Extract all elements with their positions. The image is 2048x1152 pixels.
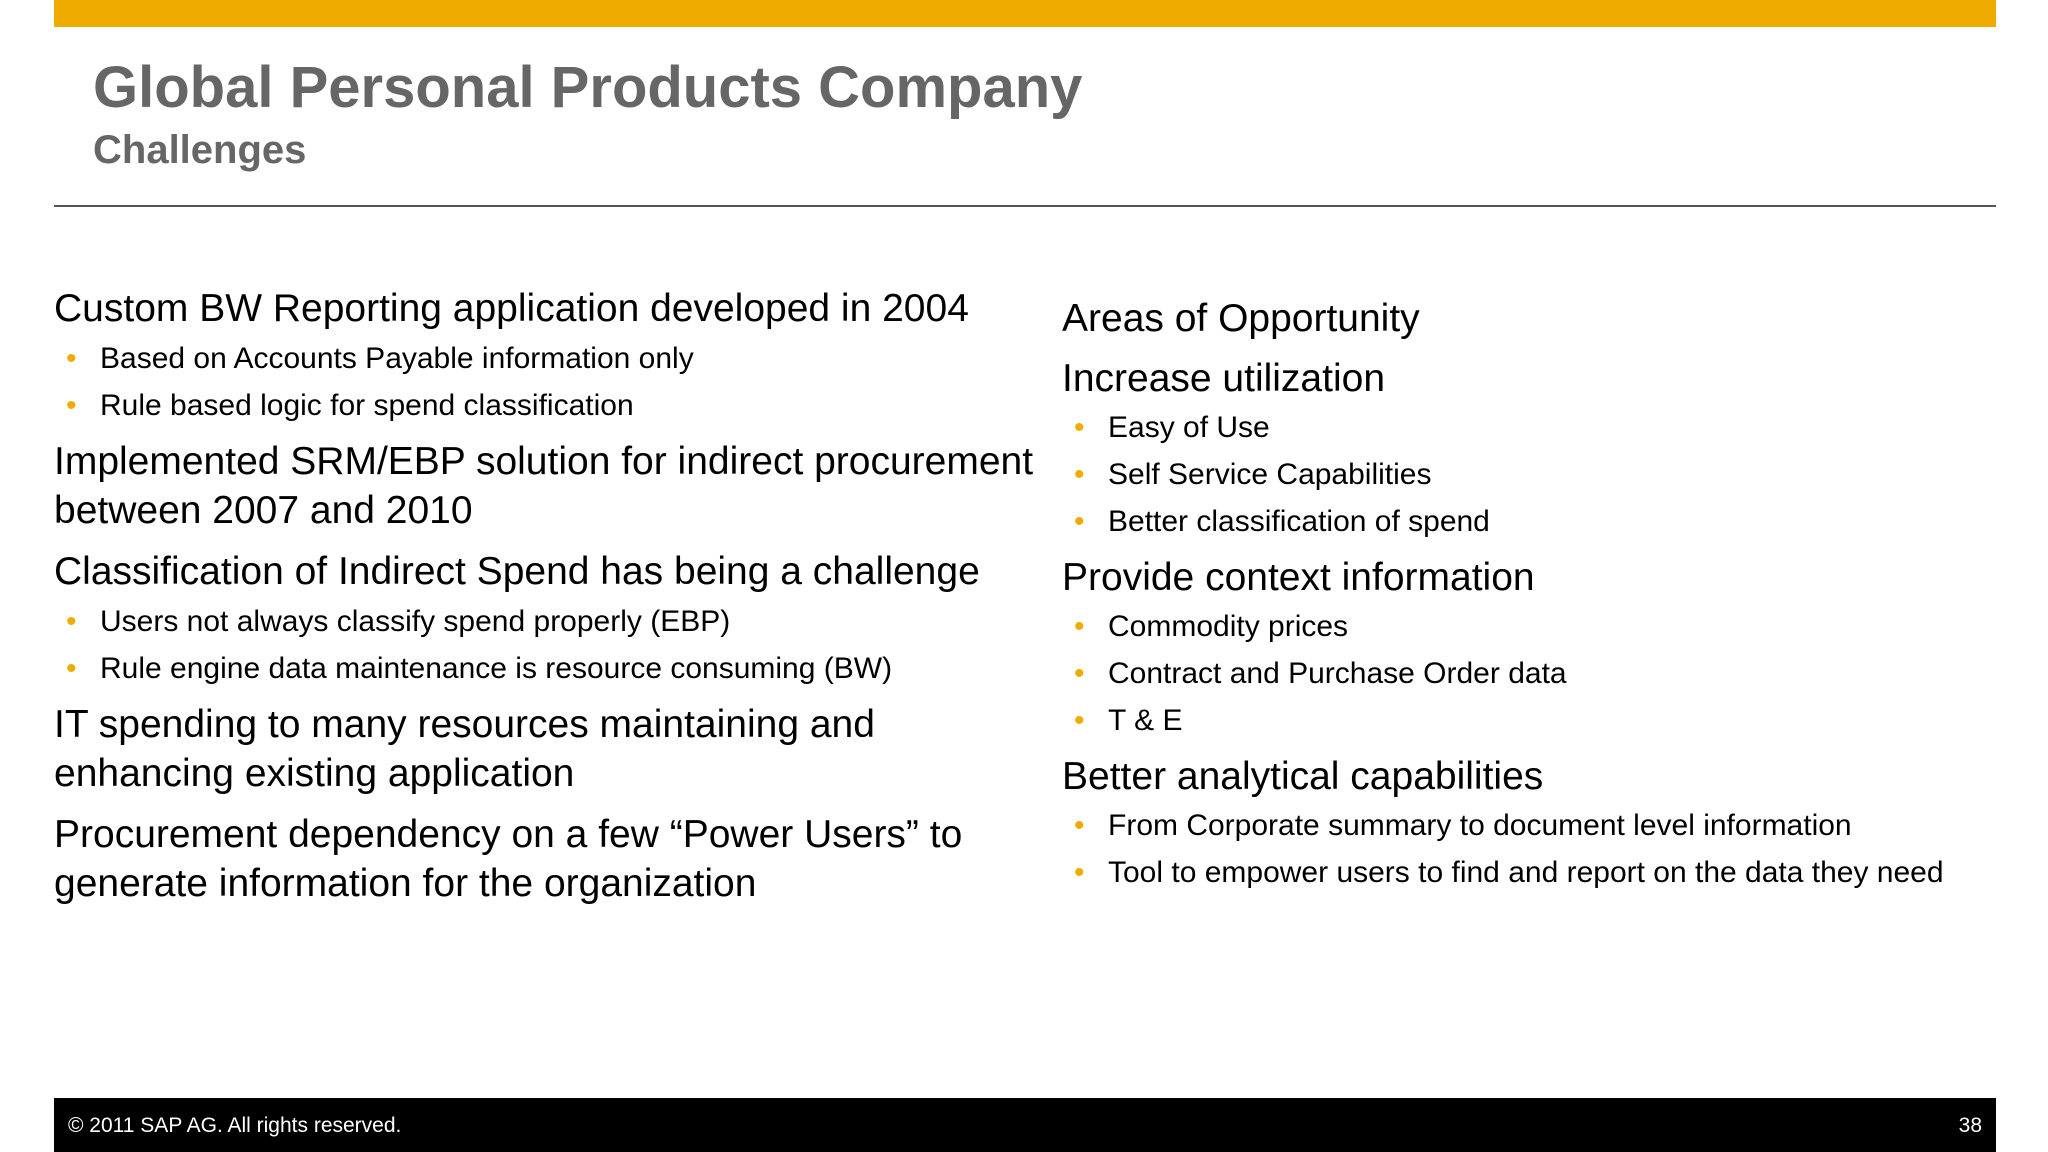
bullet-dot-icon: • bbox=[1074, 505, 1085, 538]
bullet-dot-icon: • bbox=[1074, 610, 1085, 643]
right-item-3-bullets: • Commodity prices • Contract and Purchase… bbox=[1062, 607, 1992, 740]
bullet-dot-icon: • bbox=[1074, 411, 1085, 444]
bullet-text: Based on Accounts Payable information on… bbox=[100, 342, 694, 375]
bullet-item: • Contract and Purchase Order data bbox=[1062, 654, 1992, 693]
top-accent-bar bbox=[54, 0, 1996, 27]
bullet-item: • T & E bbox=[1062, 701, 1992, 740]
bullet-item: • Rule engine data maintenance is resourc… bbox=[54, 649, 1044, 688]
bullet-text: Commodity prices bbox=[1108, 610, 1349, 643]
bullet-item: • Tool to empower users to find and repor… bbox=[1062, 853, 1992, 892]
right-item-1: Areas of Opportunity bbox=[1062, 297, 1420, 340]
bullet-item: • Rule based logic for spend classificati… bbox=[54, 386, 1044, 425]
slide-title: Global Personal Products Company bbox=[93, 55, 1083, 120]
bullet-item: • Users not always classify spend properl… bbox=[54, 602, 1044, 641]
right-item-2-bullets: • Easy of Use • Self Service Capabilities … bbox=[1062, 408, 1992, 541]
bullet-dot-icon: • bbox=[1074, 458, 1085, 491]
bullet-text: Better classification of spend bbox=[1108, 505, 1490, 538]
bullet-dot-icon: • bbox=[1074, 809, 1085, 842]
left-item-3: Classification of Indirect Spend has bei… bbox=[54, 550, 980, 593]
page-number: 38 bbox=[1958, 1114, 1982, 1137]
bullet-item: • Better classification of spend bbox=[1062, 502, 1992, 541]
right-item-4: Better analytical capabilities bbox=[1062, 755, 1544, 798]
left-item-5: Procurement dependency on a few “Power U… bbox=[54, 813, 963, 905]
bullet-dot-icon: • bbox=[1074, 856, 1085, 889]
left-item-4: IT spending to many resources maintainin… bbox=[54, 703, 875, 795]
bullet-text: Rule engine data maintenance is resource… bbox=[100, 652, 893, 685]
bullet-item: • From Corporate summary to document leve… bbox=[1062, 806, 1992, 845]
right-item-3: Provide context information bbox=[1062, 556, 1535, 599]
slide-subtitle: Challenges bbox=[93, 128, 307, 172]
right-item-4-bullets: • From Corporate summary to document leve… bbox=[1062, 806, 1992, 892]
footer-bar: © 2011 SAP AG. All rights reserved. 38 bbox=[54, 1098, 1996, 1152]
left-item-1-bullets: • Based on Accounts Payable information o… bbox=[54, 339, 1044, 425]
bullet-item: • Based on Accounts Payable information o… bbox=[54, 339, 1044, 378]
bullet-text: Tool to empower users to find and report… bbox=[1108, 856, 1944, 889]
bullet-dot-icon: • bbox=[66, 652, 77, 685]
slide: Global Personal Products Company Challen… bbox=[54, 0, 1996, 1152]
bullet-dot-icon: • bbox=[66, 389, 77, 422]
right-column: Areas of Opportunity Increase utilizatio… bbox=[1062, 294, 1992, 904]
left-item-2: Implemented SRM/EBP solution for indirec… bbox=[54, 440, 1034, 532]
bullet-text: Contract and Purchase Order data bbox=[1108, 657, 1567, 690]
left-item-3-bullets: • Users not always classify spend properl… bbox=[54, 602, 1044, 688]
bullet-text: Easy of Use bbox=[1108, 411, 1270, 444]
bullet-dot-icon: • bbox=[1074, 704, 1085, 737]
bullet-text: Users not always classify spend properly… bbox=[100, 605, 731, 638]
bullet-text: Self Service Capabilities bbox=[1108, 458, 1432, 491]
bullet-item: • Commodity prices bbox=[1062, 607, 1992, 646]
bullet-dot-icon: • bbox=[66, 605, 77, 638]
header-divider bbox=[54, 205, 1996, 207]
bullet-item: • Easy of Use bbox=[1062, 408, 1992, 447]
bullet-text: From Corporate summary to document level… bbox=[1108, 809, 1852, 842]
bullet-dot-icon: • bbox=[66, 342, 77, 375]
copyright-notice: © 2011 SAP AG. All rights reserved. bbox=[68, 1114, 402, 1137]
left-column: Custom BW Reporting application develope… bbox=[54, 284, 1044, 920]
left-item-1: Custom BW Reporting application develope… bbox=[54, 287, 969, 330]
bullet-text: T & E bbox=[1108, 704, 1183, 737]
bullet-dot-icon: • bbox=[1074, 657, 1085, 690]
bullet-text: Rule based logic for spend classificatio… bbox=[100, 389, 634, 422]
right-item-2: Increase utilization bbox=[1062, 357, 1386, 400]
bullet-item: • Self Service Capabilities bbox=[1062, 455, 1992, 494]
